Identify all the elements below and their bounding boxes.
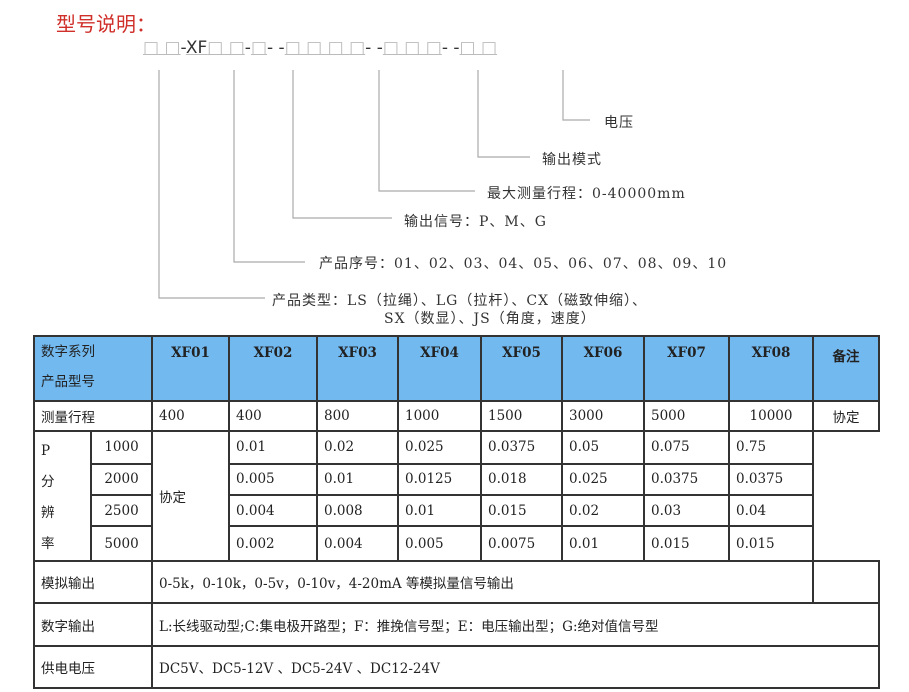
stroke-cell: 3000 [561, 400, 645, 432]
digital-row: 数字输出 L:长线驱动型;C:集电极开路型；F：推挽信号型；E：电压输出型；G:… [33, 602, 880, 647]
legend-voltage: 电压 [604, 115, 634, 131]
header-series: 数字系列 产品型号 [33, 335, 153, 402]
resolution-cell: 0.0075 [480, 525, 563, 562]
resolution-cell: 0.025 [397, 430, 482, 465]
analog-remark [812, 560, 880, 604]
header-remark: 备注 [812, 335, 880, 402]
resolution-cell: 0.05 [561, 430, 645, 465]
resolution-cell: 0.005 [397, 525, 482, 562]
legend-output-signal: 输出信号：P、M、G [404, 214, 547, 230]
stroke-cell: 400 [228, 400, 318, 432]
resolution-cell: 0.008 [316, 493, 399, 528]
resolution-cell: 0.0375 [480, 430, 563, 465]
resolution-cell: 0.025 [561, 462, 645, 496]
ppr-cell: 2000 [90, 462, 153, 496]
header-model: XF01 [151, 335, 230, 402]
ppr-cell: 5000 [90, 525, 153, 562]
analog-row: 模拟输出 0-5k，0-10k，0-5v，0-10v，4-20mA 等模拟量信号… [33, 560, 880, 604]
resolution-cell: 0.0375 [728, 462, 814, 496]
connector-voltage [562, 70, 590, 121]
remark-value: 协定 [812, 400, 880, 432]
power-label: 供电电压 [33, 645, 153, 689]
header-model: XF08 [728, 335, 814, 402]
legend-product-no: 产品序号：01、02、03、04、05、06、07、08、09、10 [319, 256, 728, 272]
header-row: 数字系列 产品型号 XF01 XF02 XF03 XF04 XF05 XF06 X… [33, 335, 880, 402]
stroke-label: 测量行程 [33, 400, 153, 432]
resolution-cell: 0.01 [228, 430, 318, 465]
connector-product-type [158, 70, 265, 299]
legend-output-mode: 输出模式 [542, 152, 602, 168]
spec-table: 数字系列 产品型号 XF01 XF02 XF03 XF04 XF05 XF06 X… [33, 335, 880, 689]
resolution-cell: 0.002 [228, 525, 318, 562]
stroke-cell: 10000 [728, 400, 814, 432]
header-model: XF02 [228, 335, 318, 402]
connector-output-mode [477, 70, 530, 158]
resolution-cell: 0.015 [643, 525, 730, 562]
header-model: XF05 [480, 335, 563, 402]
connector-lines [158, 70, 590, 299]
header-model: XF06 [561, 335, 645, 402]
resolution-cell: 0.015 [480, 493, 563, 528]
header-model: XF07 [643, 335, 730, 402]
stroke-cell: 1000 [397, 400, 482, 432]
connector-signal [292, 70, 392, 219]
stroke-cell: 5000 [643, 400, 730, 432]
power-value: DC5V、DC5-12V 、DC5-24V 、DC12-24V [151, 645, 880, 689]
resolution-cell: 0.015 [728, 525, 814, 562]
resolution-cell: 0.04 [728, 493, 814, 528]
resolution-cell: 0.03 [643, 493, 730, 528]
resolution-cell: 0.0125 [397, 462, 482, 496]
stroke-cell: 1500 [480, 400, 563, 432]
digital-label: 数字输出 [33, 602, 153, 647]
legend-product-type: 产品类型：LS（拉绳）、LG（拉杆）、CX（磁致伸缩）、 [272, 293, 648, 309]
page-title: 型号说明： [56, 12, 156, 36]
resolution-cell: 0.004 [228, 493, 318, 528]
resolution-cell: 0.01 [561, 525, 645, 562]
digital-value: L:长线驱动型;C:集电极开路型；F：推挽信号型；E：电压输出型；G:绝对值信号… [151, 602, 880, 647]
resolution-row: 2500 0.004 0.008 0.01 0.015 0.02 0.03 0.04 [34, 493, 879, 528]
power-row: 供电电压 DC5V、DC5-12V 、DC5-24V 、DC12-24V [33, 645, 880, 689]
resolution-cell: 0.01 [397, 493, 482, 528]
analog-label: 模拟输出 [33, 560, 153, 604]
resolution-cell: 0.02 [316, 430, 399, 465]
analog-value: 0-5k，0-10k，0-5v，0-10v，4-20mA 等模拟量信号输出 [151, 560, 814, 604]
resolution-row: P 分辨率 1000 协定 0.01 0.02 0.025 0.0375 0.05 0.075 0.… [33, 430, 879, 562]
ppr-cell: 2500 [90, 493, 153, 528]
ppr-cell: 1000 [90, 430, 153, 465]
resolution-cell: 0.018 [480, 462, 563, 496]
connector-stroke [378, 70, 475, 192]
resolution-cell: 0.02 [561, 493, 645, 528]
resolution-cell: 0.005 [228, 462, 318, 496]
stroke-cell: 800 [316, 400, 399, 432]
legend-max-stroke: 最大测量行程：0-40000mm [487, 186, 686, 202]
connector-product-no [233, 70, 305, 263]
header-model: XF04 [397, 335, 482, 402]
legend-product-type-cont: SX（数显）、JS（角度，速度） [384, 311, 596, 327]
resolution-cell: 0.075 [643, 430, 730, 465]
model-code: □ □-XF□ □-□- -□ □ □ □- -□ □ □- -□ □ [143, 38, 498, 58]
xf01-resolution: 协定 [151, 430, 230, 562]
resolution-cell: 0.75 [728, 430, 814, 465]
resolution-cell: 0.01 [316, 462, 399, 496]
header-model: XF03 [316, 335, 399, 402]
stroke-row: 测量行程 400 400 800 1000 1500 3000 5000 100… [33, 400, 880, 432]
resolution-row: 2000 0.005 0.01 0.0125 0.018 0.025 0.0375 0.037… [34, 462, 879, 496]
resolution-row: 5000 0.002 0.004 0.005 0.0075 0.01 0.015 0.015 [34, 525, 879, 562]
stroke-cell: 400 [151, 400, 230, 432]
resolution-cell: 0.0375 [643, 462, 730, 496]
resolution-cell: 0.004 [316, 525, 399, 562]
